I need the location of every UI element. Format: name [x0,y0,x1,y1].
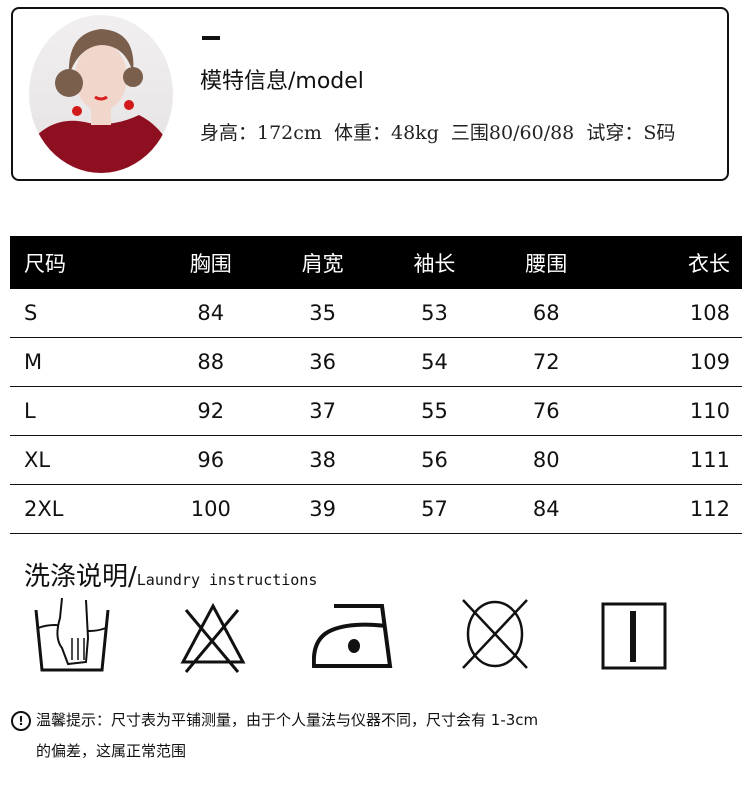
size-cell: 72 [490,337,603,387]
hand-wash-icon [34,598,110,672]
model-info-card [11,7,729,181]
size-row: L 92 37 55 76 110 [10,386,742,436]
exclamation-circle-icon: ! [11,711,31,731]
laundry-title: 洗涤说明/Laundry instructions [24,556,317,593]
size-cell: L [10,386,155,436]
size-cell: 35 [266,289,379,338]
size-row: XL 96 38 56 80 111 [10,435,742,485]
model-photo [29,15,173,173]
size-row: S 84 35 53 68 108 [10,289,742,338]
laundry-title-cn: 洗涤说明/ [24,562,137,592]
size-table: 尺码 胸围 肩宽 袖长 腰围 衣长 S 84 35 53 68 108 M 88 36 54 72 1… [10,236,742,534]
size-cell: 92 [154,386,267,436]
size-row: 2XL 100 39 57 84 112 [10,484,742,534]
laundry-title-en: Laundry instructions [136,571,318,589]
size-cell: 39 [266,484,379,534]
header-cell: 肩宽 [266,236,379,289]
size-cell: 38 [266,435,379,485]
size-cell: 80 [490,435,603,485]
size-cell: M [10,337,155,387]
header-cell: 衣长 [602,236,742,289]
size-cell: 36 [266,337,379,387]
model-title: 模特信息/model [200,69,364,94]
size-cell: 109 [602,337,742,387]
model-stats: 身高：172cm 体重：48kg 三围80/60/88 试穿：S码 [200,122,676,144]
line-dry-icon [601,602,667,670]
size-cell: 108 [602,289,742,338]
size-cell: 100 [154,484,267,534]
iron-low-heat-icon [312,604,393,668]
size-cell: 76 [490,386,603,436]
size-table-header: 尺码 胸围 肩宽 袖长 腰围 衣长 [10,236,742,289]
size-cell: 84 [154,289,267,338]
title-dash [202,36,220,40]
header-cell: 尺码 [10,236,155,289]
size-cell: 37 [266,386,379,436]
size-cell: 68 [490,289,603,338]
size-cell: 53 [378,289,491,338]
do-not-bleach-icon [180,602,246,673]
do-not-tumble-dry-icon [462,599,528,669]
size-cell: 112 [602,484,742,534]
header-cell: 胸围 [154,236,267,289]
notice-line-1: 温馨提示：尺寸表为平铺测量，由于个人量法与仪器不同，尺寸会有 1-3cm [36,711,539,729]
size-cell: 88 [154,337,267,387]
size-cell: 2XL [10,484,155,534]
size-cell: 57 [378,484,491,534]
size-cell: XL [10,435,155,485]
size-cell: S [10,289,155,338]
notice-line-2: 的偏差，这属正常范围 [36,742,187,760]
size-cell: 84 [490,484,603,534]
size-cell: 96 [154,435,267,485]
size-cell: 54 [378,337,491,387]
size-cell: 56 [378,435,491,485]
header-cell: 袖长 [378,236,491,289]
size-row: M 88 36 54 72 109 [10,337,742,387]
size-cell: 110 [602,386,742,436]
size-cell: 111 [602,435,742,485]
header-cell: 腰围 [490,236,603,289]
size-cell: 55 [378,386,491,436]
